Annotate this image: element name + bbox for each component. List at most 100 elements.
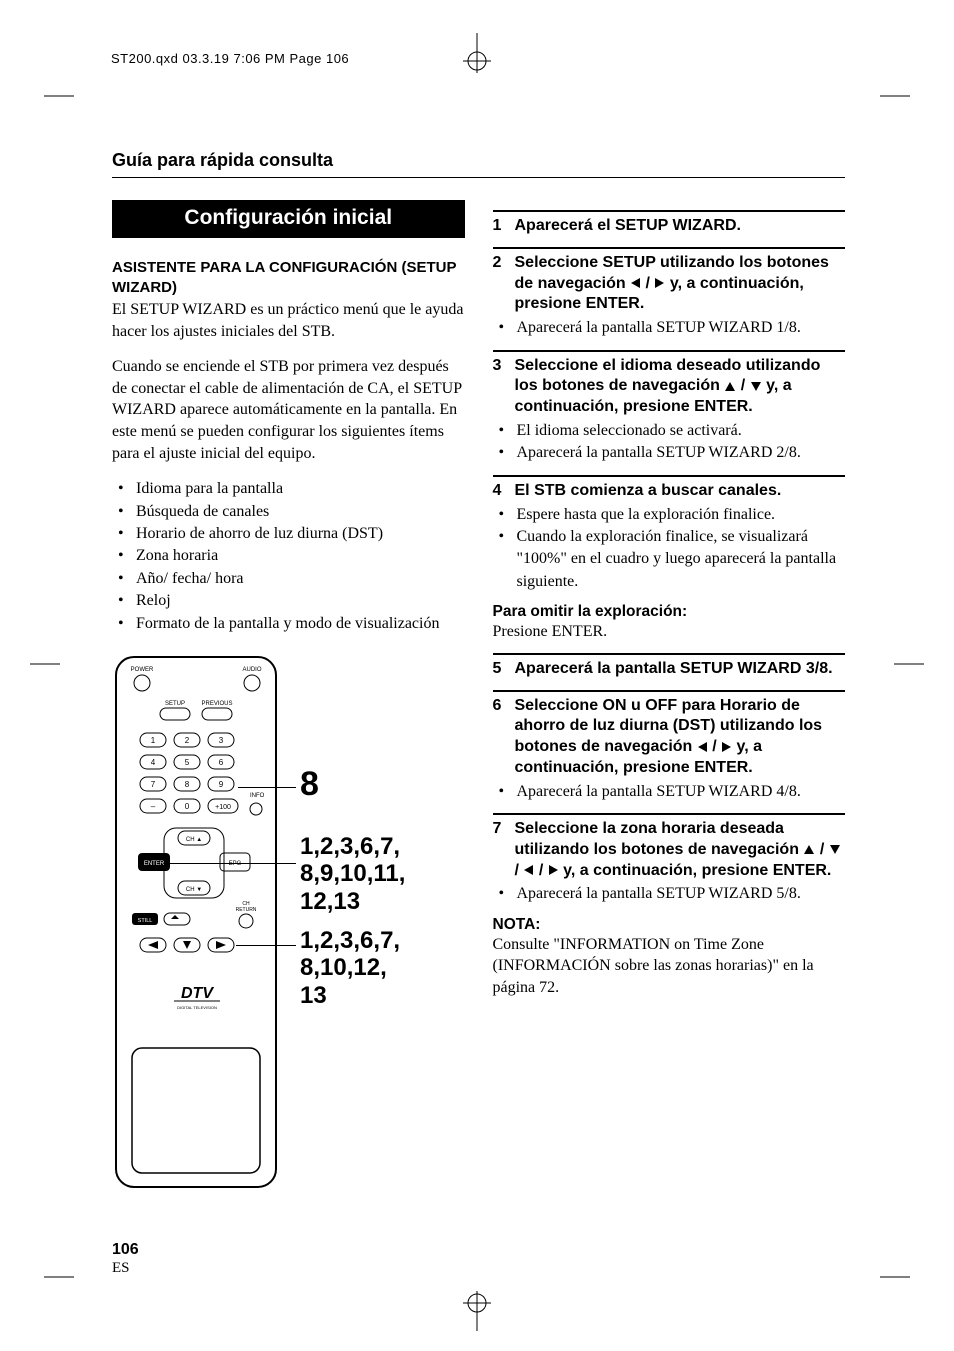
crop-mark-ml-icon [30,660,60,668]
svg-text:DTV: DTV [181,985,214,1002]
content-area: Guía para rápida consulta Configuración … [112,150,845,1203]
svg-text:RETURN: RETURN [236,907,257,913]
step-rule [493,813,846,815]
step-rule [493,210,846,212]
svg-text:POWER: POWER [131,667,154,673]
columns: Configuración inicial ASISTENTE PARA LA … [112,200,845,1203]
step-title: Seleccione la zona horaria deseada utili… [515,819,846,881]
svg-text:EPG: EPG [229,861,242,867]
list-item: Idioma para la pantalla [112,478,465,500]
step-num: 6 [493,696,515,717]
step-rule [493,690,846,692]
svg-text:ENTER: ENTER [144,861,165,867]
callout-label-enter: 1,2,3,6,7, 8,9,10,11, 12,13 [300,833,405,916]
svg-text:CH ▼: CH ▼ [186,887,202,893]
step-bullets: Aparecerá la pantalla SETUP WIZARD 5/8. [493,883,846,905]
guide-title: Guía para rápida consulta [112,150,845,171]
step-title: Seleccione el idioma deseado utilizando … [515,356,846,418]
page-number: 106 [112,1241,139,1259]
wizard-items-list: Idioma para la pantalla Búsqueda de cana… [112,478,465,635]
step-5-head: 5 Aparecerá la pantalla SETUP WIZARD 3/8… [493,659,846,680]
svg-text:4: 4 [151,758,156,767]
step-num: 7 [493,819,515,840]
list-item: Horario de ahorro de luz diurna (DST) [112,523,465,545]
list-item: Espere hasta que la exploración finalice… [493,504,846,526]
svg-text:+100: +100 [215,804,231,811]
registration-mark-top-icon [457,33,497,73]
remote-diagram: POWER AUDIO SETUP PREVIOUS 1 2 3 [112,653,465,1203]
step-rule [493,653,846,655]
svg-text:2: 2 [185,736,190,745]
svg-text:DIGITAL TELEVISION: DIGITAL TELEVISION [177,1005,217,1010]
svg-text:INFO: INFO [250,793,265,799]
step-title: Seleccione ON u OFF para Horario de ahor… [515,696,846,779]
step-title: Aparecerá el SETUP WIZARD. [515,216,846,237]
list-item: Formato de la pantalla y modo de visuali… [112,613,465,635]
step-bullets: Espere hasta que la exploración finalice… [493,504,846,594]
step-3-head: 3 Seleccione el idioma deseado utilizand… [493,356,846,418]
svg-text:SETUP: SETUP [165,701,185,707]
list-item: Aparecerá la pantalla SETUP WIZARD 4/8. [493,781,846,803]
triangle-right-icon [722,742,731,752]
triangle-right-icon [549,865,558,875]
triangle-down-icon [830,845,840,854]
triangle-left-icon [524,865,533,875]
step-rule [493,475,846,477]
skip-text: Presione ENTER. [493,621,846,643]
step-num: 5 [493,659,515,680]
page: ST200.qxd 03.3.19 7:06 PM Page 106 Guía … [0,0,954,1351]
list-item: Cuando la exploración finalice, se visua… [493,526,846,593]
svg-text:6: 6 [219,758,224,767]
note-text: Consulte "INFORMATION on Time Zone (INFO… [493,934,846,999]
step-num: 1 [493,216,515,237]
guide-rule [112,177,845,178]
triangle-left-icon [631,278,640,288]
crop-mark-tl-icon [44,92,74,100]
svg-text:AUDIO: AUDIO [242,667,261,673]
step-4-head: 4 El STB comienza a buscar canales. [493,481,846,502]
step-bullets: El idioma seleccionado se activará. Apar… [493,420,846,465]
page-language: ES [112,1260,130,1277]
list-item: El idioma seleccionado se activará. [493,420,846,442]
wizard-heading: ASISTENTE PARA LA CONFIGURACIÓN (SETUP W… [112,258,465,297]
list-item: Reloj [112,590,465,612]
section-banner: Configuración inicial [112,200,465,238]
svg-text:9: 9 [219,780,224,789]
svg-text:–: – [151,802,156,811]
remote-control-icon: POWER AUDIO SETUP PREVIOUS 1 2 3 [112,653,282,1193]
step-bullets: Aparecerá la pantalla SETUP WIZARD 4/8. [493,781,846,803]
list-item: Zona horaria [112,545,465,567]
step-2-head: 2 Seleccione SETUP utilizando los botone… [493,253,846,315]
right-column: 1 Aparecerá el SETUP WIZARD. 2 Seleccion… [493,200,846,1203]
step-title: Aparecerá la pantalla SETUP WIZARD 3/8. [515,659,846,680]
step-num: 3 [493,356,515,377]
list-item: Año/ fecha/ hora [112,568,465,590]
crop-mark-mr-icon [894,660,924,668]
step-1-head: 1 Aparecerá el SETUP WIZARD. [493,216,846,237]
callout-label-8: 8 [300,765,319,804]
svg-text:3: 3 [219,736,224,745]
step-6-head: 6 Seleccione ON u OFF para Horario de ah… [493,696,846,779]
svg-text:CH ▲: CH ▲ [186,837,202,843]
print-header: ST200.qxd 03.3.19 7:06 PM Page 106 [111,51,349,66]
list-item: Aparecerá la pantalla SETUP WIZARD 5/8. [493,883,846,905]
step-7-head: 7 Seleccione la zona horaria deseada uti… [493,819,846,881]
registration-mark-bottom-icon [457,1291,497,1331]
step-title: Seleccione SETUP utilizando los botones … [515,253,846,315]
triangle-up-icon [725,382,735,391]
svg-text:5: 5 [185,758,190,767]
triangle-down-icon [751,382,761,391]
list-item: Aparecerá la pantalla SETUP WIZARD 1/8. [493,317,846,339]
skip-heading: Para omitir la exploración: [493,603,846,621]
svg-text:1: 1 [151,736,156,745]
list-item: Aparecerá la pantalla SETUP WIZARD 2/8. [493,442,846,464]
step-num: 2 [493,253,515,274]
note-heading: NOTA: [493,916,846,934]
triangle-up-icon [804,845,814,854]
callout-line [236,945,296,946]
callout-line [170,863,296,864]
svg-text:STILL: STILL [138,918,153,924]
step-rule [493,247,846,249]
left-column: Configuración inicial ASISTENTE PARA LA … [112,200,465,1203]
svg-text:7: 7 [151,780,156,789]
